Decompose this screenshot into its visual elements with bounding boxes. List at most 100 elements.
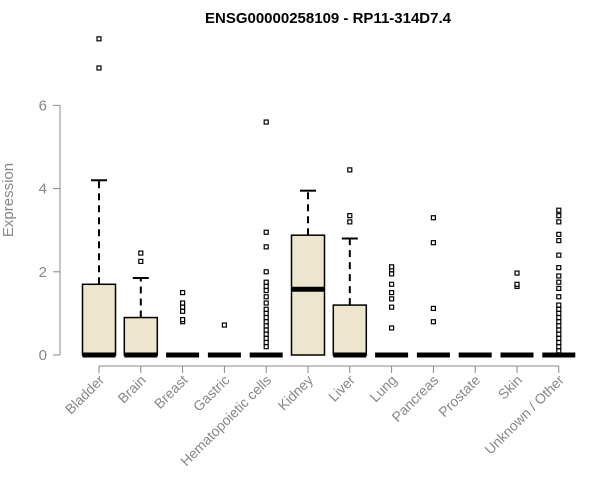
- plot-area: [81, 36, 576, 358]
- box-hematopoietic-cells: [249, 119, 283, 358]
- box-breast: [166, 290, 200, 358]
- outlier-point: [138, 250, 144, 256]
- outlier-point: [221, 322, 227, 328]
- outlier-point: [389, 304, 395, 310]
- outlier-point: [263, 323, 269, 329]
- outlier-point: [514, 270, 520, 276]
- outlier-point: [556, 306, 562, 312]
- outlier-point: [263, 314, 269, 321]
- outlier-point: [556, 348, 562, 354]
- outlier-point: [263, 300, 269, 306]
- y-axis-label: Expression: [0, 163, 17, 237]
- box-kidney: [290, 189, 326, 356]
- outlier-point: [263, 287, 269, 294]
- y-tick-label: 6: [39, 97, 47, 114]
- iqr-box: [123, 316, 159, 356]
- outlier-point: [556, 319, 562, 325]
- x-tick-label: Breast: [151, 372, 191, 412]
- outlier-point: [430, 319, 436, 325]
- outlier-point: [180, 308, 186, 314]
- outlier-point: [263, 327, 269, 333]
- outlier-point: [556, 285, 562, 292]
- outlier-point: [263, 335, 269, 341]
- y-tick-label: 4: [39, 181, 47, 198]
- x-tick-label: Skin: [495, 372, 526, 403]
- outlier-point: [347, 213, 353, 219]
- outlier-point: [514, 281, 520, 287]
- outlier-point: [263, 119, 269, 125]
- outlier-point: [556, 310, 562, 316]
- outlier-point: [96, 65, 102, 71]
- outlier-point: [389, 290, 395, 296]
- outlier-point: [263, 244, 269, 250]
- outlier-point: [430, 305, 436, 312]
- x-tick-label: Kidney: [275, 372, 317, 414]
- outlier-point: [180, 304, 186, 310]
- outlier-point: [556, 279, 562, 285]
- outlier-point: [263, 331, 269, 337]
- outlier-point: [556, 294, 562, 300]
- outlier-point: [138, 258, 144, 264]
- iqr-box: [332, 304, 368, 356]
- outlier-point: [556, 323, 562, 329]
- outlier-point: [556, 314, 562, 321]
- outlier-point: [556, 238, 562, 244]
- outlier-point: [556, 273, 562, 279]
- outlier-point: [430, 240, 436, 246]
- outlier-point: [96, 36, 102, 42]
- chart-title: ENSG00000258109 - RP11-314D7.4: [205, 10, 452, 27]
- outlier-point: [389, 271, 395, 277]
- outlier-point: [556, 252, 562, 258]
- outlier-point: [556, 231, 562, 237]
- outlier-point: [263, 319, 269, 325]
- outlier-point: [556, 213, 562, 219]
- box-pancreas: [416, 215, 450, 358]
- outlier-point: [389, 296, 395, 302]
- outlier-point: [180, 300, 186, 306]
- outlier-point: [556, 327, 562, 333]
- y-axis: 0 2 4 6: [39, 97, 61, 364]
- x-tick-label: Lung: [366, 372, 399, 405]
- outlier-point: [263, 344, 269, 350]
- outlier-point: [556, 344, 562, 350]
- box-gastric: [207, 322, 241, 358]
- outlier-point: [556, 331, 562, 337]
- iqr-box: [81, 283, 117, 356]
- box-unknown-other: [542, 207, 576, 358]
- outlier-point: [430, 215, 436, 221]
- outlier-point: [347, 219, 353, 225]
- outlier-point: [263, 269, 269, 275]
- x-tick-label: Bladder: [62, 372, 108, 418]
- outlier-point: [263, 229, 269, 235]
- outlier-point: [556, 302, 562, 308]
- outlier-point: [180, 317, 186, 323]
- iqr-box: [290, 234, 326, 356]
- x-tick-label: Prostate: [435, 372, 483, 420]
- outlier-point: [263, 279, 269, 285]
- outlier-point: [263, 294, 269, 300]
- x-tick-label: Liver: [325, 372, 358, 405]
- outlier-point: [556, 335, 562, 341]
- outlier-point: [263, 306, 269, 312]
- outlier-point: [556, 265, 562, 271]
- box-brain: [123, 250, 159, 358]
- box-bladder: [81, 36, 117, 358]
- box-liver: [332, 167, 368, 358]
- outlier-point: [263, 339, 269, 346]
- x-tick-label: Unknown / Other: [481, 372, 567, 458]
- box-skin: [500, 270, 534, 358]
- outlier-point: [556, 219, 562, 225]
- box-lung: [375, 264, 409, 358]
- outlier-point: [347, 167, 353, 173]
- outlier-point: [180, 290, 186, 296]
- outlier-point: [263, 283, 269, 289]
- outlier-point: [389, 325, 395, 331]
- outlier-point: [389, 264, 395, 270]
- outlier-point: [556, 339, 562, 346]
- x-tick-label: Brain: [114, 372, 148, 406]
- y-tick-label: 2: [39, 264, 47, 281]
- outlier-point: [263, 310, 269, 316]
- outlier-point: [556, 207, 562, 213]
